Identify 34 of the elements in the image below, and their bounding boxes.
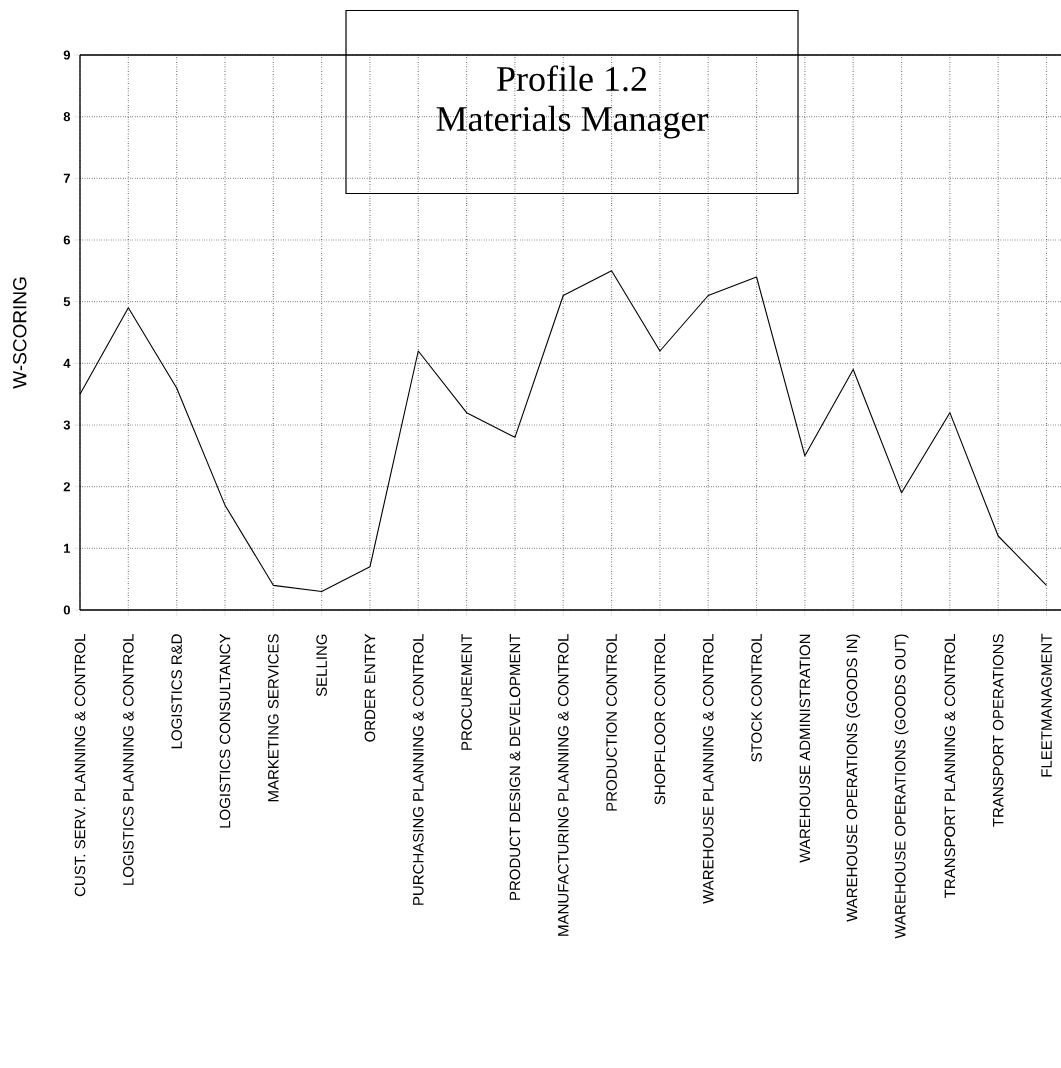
x-tick-label: LOGISTICS PLANNING & CONTROL — [123, 634, 134, 885]
x-tick-label: SHOPFLOOR CONTROL — [654, 634, 666, 805]
y-tick-label: 8 — [63, 112, 71, 122]
y-tick-label: 1 — [64, 543, 71, 553]
y-tick-label: 4 — [63, 358, 71, 368]
x-tick-label: WAREHOUSE PLANNING & CONTROL — [702, 634, 714, 904]
x-tick-label: LOGISTICS CONSULTANCY — [219, 633, 231, 828]
x-tick-label: LOGISTICS R&D — [171, 634, 182, 749]
x-tick-label: WAREHOUSE OPERATIONS (GOODS IN) — [846, 634, 861, 922]
x-tick-label: TRANSPORT OPERATIONS — [992, 634, 1004, 827]
x-tick-label: PRODUCTION CONTROL — [606, 634, 617, 811]
x-tick-label: WAREHOUSE ADMINISTRATION — [799, 634, 811, 863]
x-tick-label: PROCUREMENT — [461, 633, 472, 750]
y-tick-label: 7 — [63, 173, 70, 183]
y-tick-label: 6 — [63, 235, 71, 245]
x-tick-label: PURCHASING PLANNING & CONTROL — [412, 634, 424, 905]
x-tick-label: CUST. SERV. PLANNING & CONTROL — [74, 634, 86, 897]
x-tick-label: PRODUCT DESIGN & DEVELOPMENT — [509, 633, 521, 900]
y-axis-title: W-SCORING — [13, 277, 27, 389]
x-tick-label: TRANSPORT PLANNING & CONTROL — [944, 634, 956, 898]
y-tick-label: 0 — [63, 605, 70, 615]
y-tick-label: 2 — [63, 482, 70, 492]
y-tick-label: 5 — [63, 297, 71, 307]
y-tick-label: 9 — [63, 50, 70, 60]
chart-title: Profile 1.2 — [497, 65, 647, 92]
x-tick-label: MARKETING SERVICES — [268, 634, 279, 802]
x-tick-label: MANUFACTURING PLANNING & CONTROL — [557, 634, 569, 936]
text: Materials Manager — [436, 105, 709, 139]
x-tick-label: ORDER ENTRY — [364, 633, 376, 742]
y-tick-label: 3 — [63, 420, 71, 430]
x-tick-label: WAREHOUSE OPERATIONS (GOODS OUT) — [894, 634, 909, 939]
x-tick-label: STOCK CONTROL — [751, 634, 762, 762]
x-tick-label: SELLING — [316, 634, 327, 697]
x-tick-label: FLEETMANAGMENT — [1041, 633, 1052, 777]
